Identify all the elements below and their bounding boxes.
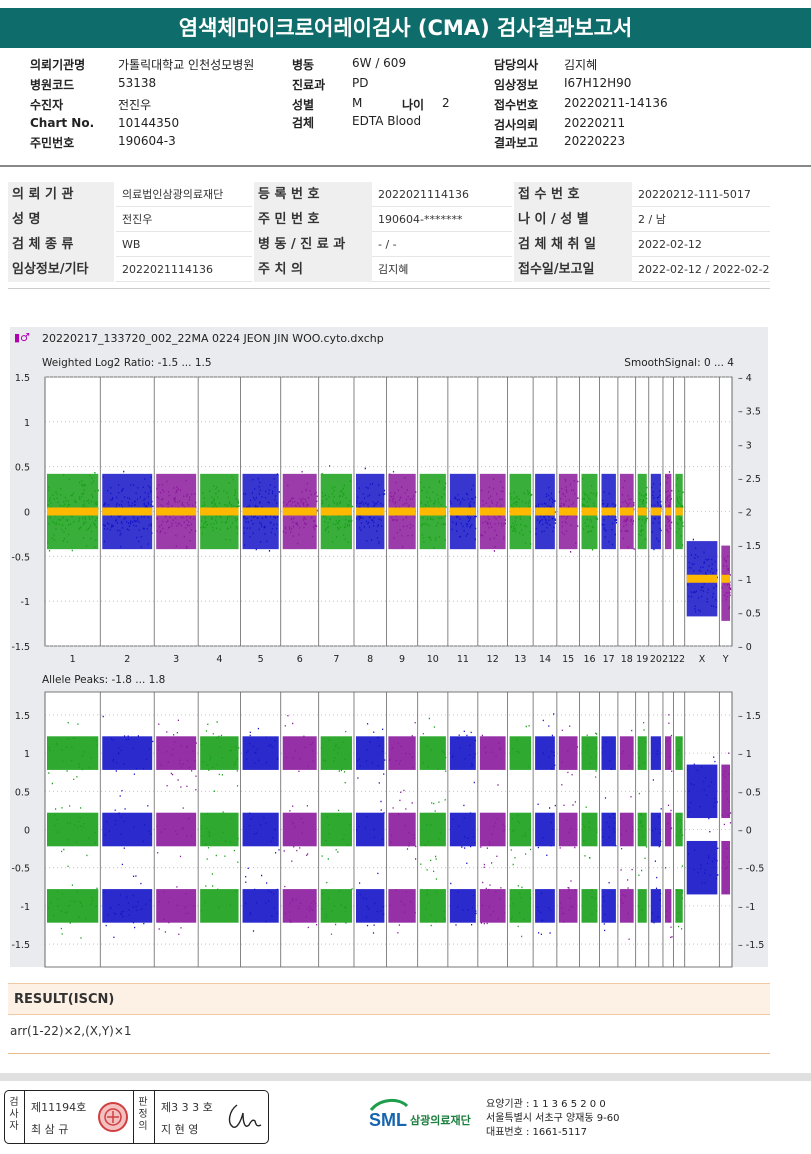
hdr-label: 담당의사 [494,58,539,72]
hdr-value: 김지혜 [564,58,598,72]
hdr-age-value: 2 [442,96,450,110]
hdr-value: 20220223 [564,134,626,148]
reviewer-vert-char: 의 [138,1121,148,1132]
org-address: 요양기관 : 1 1 3 6 5 2 0 0 서울특별시 서초구 양재동 9-6… [486,1098,619,1140]
info-label: 임상정보/기타 [8,257,114,282]
tester-vert-char: 검 [9,1097,19,1108]
cma-plot-panel [10,327,768,967]
hdr-label: 의뢰기관명 [30,58,86,72]
tester-seal-icon [98,1102,128,1132]
signature-box: 검 사 자 제11194호 최 삼 규 판 정 의 제3 3 3 호 지 현 영 [4,1090,269,1144]
info-label: 주 민 번 호 [254,207,372,232]
reviewer-license: 제3 3 3 호 [161,1101,213,1114]
sig-divider [133,1091,134,1143]
info-label: 주 치 의 [254,257,372,282]
tester-license: 제11194호 [31,1101,87,1114]
hdr-value: 가톨릭대학교 인천성모병원 [118,58,255,72]
sig-divider [24,1091,25,1143]
info-label: 접 수 번 호 [514,182,632,207]
hdr-label: 결과보고 [494,136,539,150]
info-label: 등 록 번 호 [254,182,372,207]
hdr-label: 병원코드 [30,78,75,92]
tester-vert-char: 자 [9,1121,19,1132]
org-name: 삼광의료재단 [410,1114,471,1127]
hdr-value: M [352,96,363,110]
address-line: 대표번호 : 1661-5117 [486,1127,588,1138]
address-line: 요양기관 : 1 1 3 6 5 2 0 0 [486,1099,606,1110]
tester-vertical-label: 검 사 자 [8,1097,20,1133]
table-divider [8,288,770,289]
hdr-value: 20220211 [564,116,626,130]
hdr-label: 검사의뢰 [494,118,539,132]
hdr-value: 190604-3 [118,134,176,148]
hdr-label: 성별 [292,98,315,112]
hdr-value: 전진우 [118,98,152,112]
reviewer-signature-icon [228,1104,262,1128]
info-value: 김지혜 [372,257,512,282]
hdr-label: 병동 [292,58,315,72]
hdr-value: PD [352,76,369,90]
info-value: 190604-******* [372,207,512,232]
hdr-label: 진료과 [292,78,326,92]
result-heading: RESULT(ISCN) [8,983,770,1015]
result-iscn: arr(1-22)×2,(X,Y)×1 [10,1024,132,1038]
hdr-label: 접수번호 [494,98,539,112]
info-value: 2022-02-12 [632,232,770,257]
sml-logo: SML [367,1096,409,1136]
hdr-value: EDTA Blood [352,114,422,128]
info-label: 검 체 채 취 일 [514,232,632,257]
info-value: 전진우 [116,207,252,232]
sample-gender-icon: ▮♂ [14,331,30,344]
sig-divider [154,1091,155,1143]
plot-file-name: 20220217_133720_002_22MA 0224 JEON JIN W… [42,332,384,345]
info-value: 2022021114136 [372,182,512,207]
info-label: 병 동 / 진 료 과 [254,232,372,257]
info-label: 나 이 / 성 별 [514,207,632,232]
report-title: 염색체마이크로어레이검사 (CMA) 검사결과보고서 [0,8,811,48]
address-line: 서울특별시 서초구 양재동 9-60 [486,1113,620,1124]
hdr-age-label: 나이 [402,98,425,112]
tester-vert-char: 사 [9,1109,19,1120]
sml-logo-text: SML [369,1110,407,1130]
table-row: 검 체 종 류 WB 병 동 / 진 료 과 - / - 검 체 채 취 일 2… [8,232,770,257]
hdr-label: 검체 [292,116,315,130]
info-value: 2022021114136 [116,257,252,282]
hdr-value: 10144350 [118,116,180,130]
header-divider [0,165,811,167]
info-label: 접수일/보고일 [514,257,632,282]
table-row: 의 뢰 기 관 의료법인삼광의료재단 등 록 번 호 2022021114136… [8,182,770,207]
footer-divider [0,1073,811,1081]
info-value: 20220212-111-5017 [632,182,770,207]
reviewer-vert-char: 정 [138,1109,148,1120]
hdr-label: Chart No. [30,116,95,130]
info-value: 의료법인삼광의료재단 [116,182,252,207]
info-label: 의 뢰 기 관 [8,182,114,207]
reviewer-vertical-label: 판 정 의 [137,1097,149,1133]
table-row: 성 명 전진우 주 민 번 호 190604-******* 나 이 / 성 별… [8,207,770,232]
reviewer-vert-char: 판 [138,1097,148,1108]
info-value: - / - [372,232,512,257]
header-info: 의뢰기관명 가톨릭대학교 인천성모병원 병원코드 53138 수진자 전진우 C… [0,52,811,164]
info-label: 검 체 종 류 [8,232,114,257]
hdr-value: 6W / 609 [352,56,407,70]
info-label: 성 명 [8,207,114,232]
reviewer-name: 지 현 영 [161,1123,199,1136]
hdr-label: 임상정보 [494,78,539,92]
table-row: 임상정보/기타 2022021114136 주 치 의 김지혜 접수일/보고일 … [8,257,770,282]
hdr-value: 20220211-14136 [564,96,668,110]
hdr-value: 53138 [118,76,157,90]
tester-name: 최 삼 규 [31,1123,69,1136]
info-value: 2 / 남 [632,207,770,232]
hdr-value: I67H12H90 [564,76,632,90]
result-divider [8,1053,770,1054]
hdr-label: 수진자 [30,98,64,112]
hdr-label: 주민번호 [30,136,75,150]
info-value: WB [116,232,252,257]
info-value: 2022-02-12 / 2022-02-22 [632,257,770,282]
